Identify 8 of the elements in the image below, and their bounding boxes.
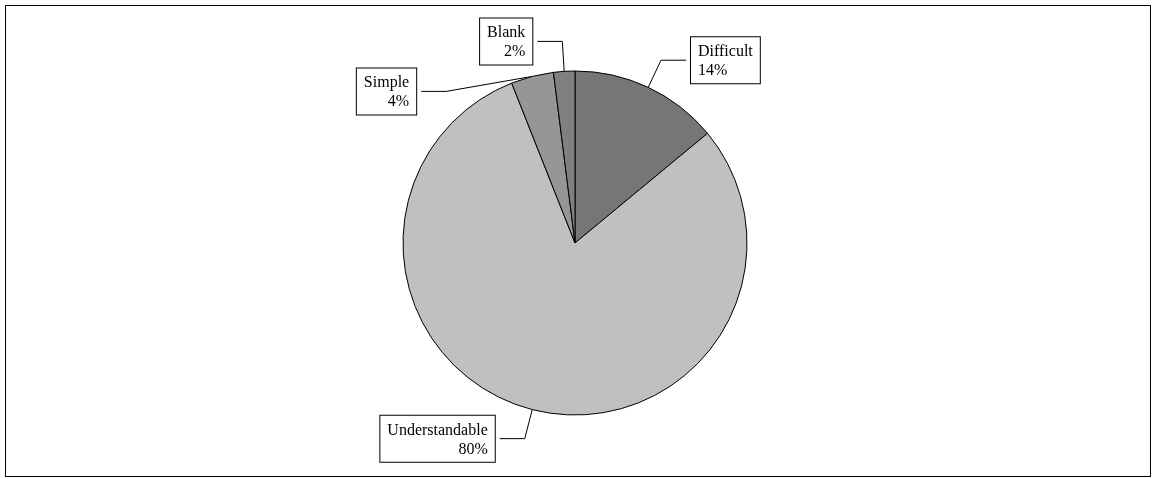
data-label: 4% [387,92,410,110]
data-label: 2% [503,42,526,60]
data-label: 14% [698,61,728,79]
data-label: 80% [458,439,488,457]
slice-label: Simple [363,73,410,92]
slice-label: Understandable [387,420,488,438]
slice-label: Difficult [698,42,754,60]
slice-label: Blank [487,23,526,41]
